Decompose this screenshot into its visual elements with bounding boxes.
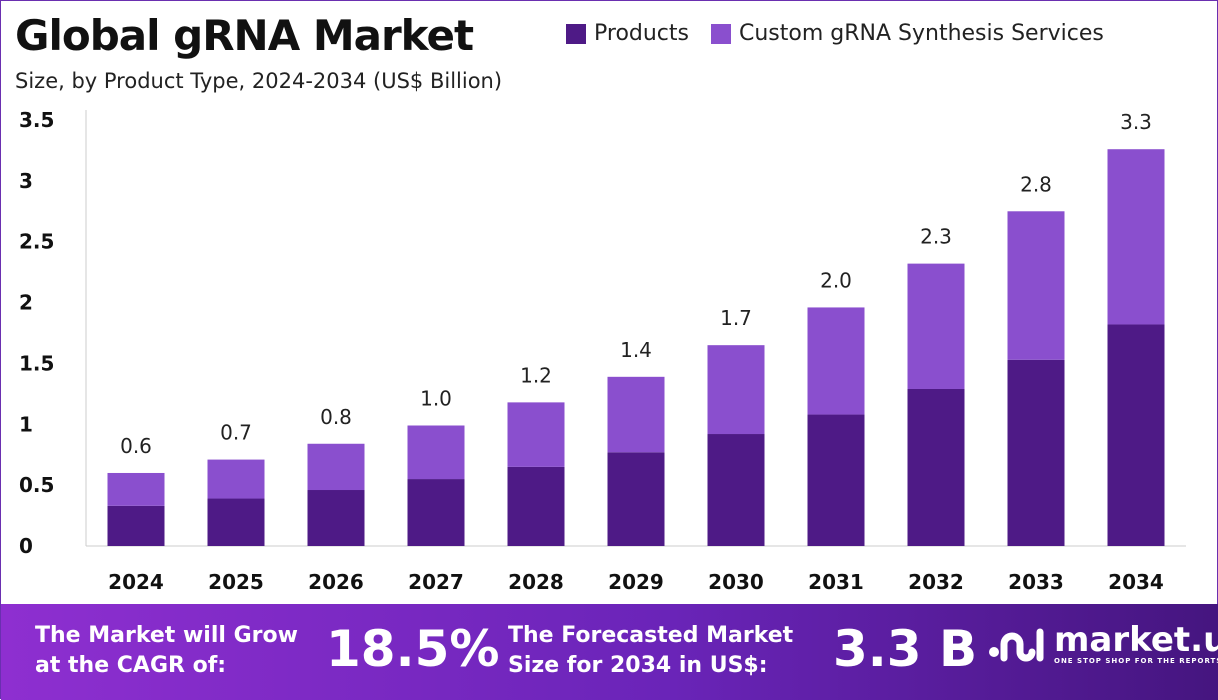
legend-swatch xyxy=(711,23,731,44)
y-tick-label: 2.5 xyxy=(19,230,54,254)
bar-segment-products-2031 xyxy=(807,414,865,546)
logo-icon xyxy=(989,628,1044,662)
data-label: 0.7 xyxy=(220,421,252,445)
x-tick-label: 2029 xyxy=(608,570,664,594)
x-tick-label: 2028 xyxy=(508,570,564,594)
data-label: 2.0 xyxy=(820,268,852,292)
bar-segment-custom-2033 xyxy=(1007,211,1065,360)
bar-segment-products-2025 xyxy=(207,498,265,546)
bar-segment-custom-2031 xyxy=(807,307,865,415)
bar-segment-custom-2032 xyxy=(907,263,965,389)
x-tick-label: 2032 xyxy=(908,570,964,594)
bar-segment-custom-2029 xyxy=(607,376,665,453)
data-label: 0.6 xyxy=(120,434,152,458)
bar-segment-products-2030 xyxy=(707,434,765,546)
x-tick-label: 2026 xyxy=(308,570,364,594)
bar-segment-products-2027 xyxy=(407,479,465,546)
bar-segment-custom-2028 xyxy=(507,402,565,467)
legend-item-custom: Custom gRNA Synthesis Services xyxy=(711,21,1104,46)
x-tick-label: 2024 xyxy=(108,570,164,594)
bar-segment-custom-2027 xyxy=(407,425,465,480)
bar-segment-products-2029 xyxy=(607,452,665,546)
x-tick-label: 2030 xyxy=(708,570,764,594)
y-tick-label: 0.5 xyxy=(19,473,54,497)
legend-swatch xyxy=(566,23,586,44)
footer-banner: The Market will Grow at the CAGR of: 18.5… xyxy=(1,604,1218,700)
x-tick-label: 2031 xyxy=(808,570,864,594)
cagr-value: 18.5% xyxy=(326,620,500,678)
bar-chart: 0 0.5 1 1.5 2 2.5 3 3.5 0.6 2024 0.7 2025 0.8 2026 1.0… xyxy=(19,108,1186,594)
bar-segment-custom-2026 xyxy=(307,443,365,491)
bar-segment-custom-2025 xyxy=(207,459,265,499)
legend-label: Products xyxy=(594,21,689,46)
data-label: 2.3 xyxy=(920,225,952,249)
y-tick-label: 1.5 xyxy=(19,351,54,375)
legend-label: Custom gRNA Synthesis Services xyxy=(739,21,1104,46)
chart-title: Global gRNA Market xyxy=(15,11,474,60)
data-label: 0.8 xyxy=(320,405,352,429)
x-tick-label: 2034 xyxy=(1108,570,1164,594)
bar-segment-custom-2034 xyxy=(1107,149,1165,325)
legend: Products Custom gRNA Synthesis Services xyxy=(566,21,1104,46)
x-tick-label: 2025 xyxy=(208,570,264,594)
bar-segment-products-2034 xyxy=(1107,324,1165,546)
y-tick-label: 1 xyxy=(19,412,33,436)
data-label: 1.7 xyxy=(720,306,752,330)
logo-tagline: ONE STOP SHOP FOR THE REPORTS xyxy=(1054,657,1218,665)
bar-segment-products-2026 xyxy=(307,490,365,546)
forecast-label: The Forecasted Market Size for 2034 in US… xyxy=(508,623,794,678)
logo-name: market.us xyxy=(1054,620,1218,660)
cagr-label: The Market will Grow at the CAGR of: xyxy=(35,623,298,678)
data-label: 1.2 xyxy=(520,363,552,387)
bar-segment-products-2032 xyxy=(907,388,965,546)
y-tick-label: 3 xyxy=(19,169,33,193)
x-tick-label: 2033 xyxy=(1008,570,1064,594)
bar-segment-products-2024 xyxy=(107,505,165,546)
bar-segment-products-2033 xyxy=(1007,359,1065,546)
x-tick-label: 2027 xyxy=(408,570,464,594)
bar-segment-custom-2024 xyxy=(107,472,165,506)
bar-segment-custom-2030 xyxy=(707,345,765,435)
bar-segment-products-2028 xyxy=(507,466,565,546)
data-label: 1.4 xyxy=(620,338,652,362)
y-tick-label: 3.5 xyxy=(19,108,54,132)
y-tick-label: 2 xyxy=(19,291,33,315)
logo: market.usONE STOP SHOP FOR THE REPORTS xyxy=(986,622,1218,666)
data-label: 2.8 xyxy=(1020,172,1052,196)
forecast-value: 3.3 B xyxy=(833,620,978,678)
data-label: 1.0 xyxy=(420,387,452,411)
y-tick-label: 0 xyxy=(19,534,33,558)
legend-item-products: Products xyxy=(566,21,689,46)
data-label: 3.3 xyxy=(1120,110,1152,134)
chart-subtitle: Size, by Product Type, 2024-2034 (US$ Bi… xyxy=(15,69,503,93)
